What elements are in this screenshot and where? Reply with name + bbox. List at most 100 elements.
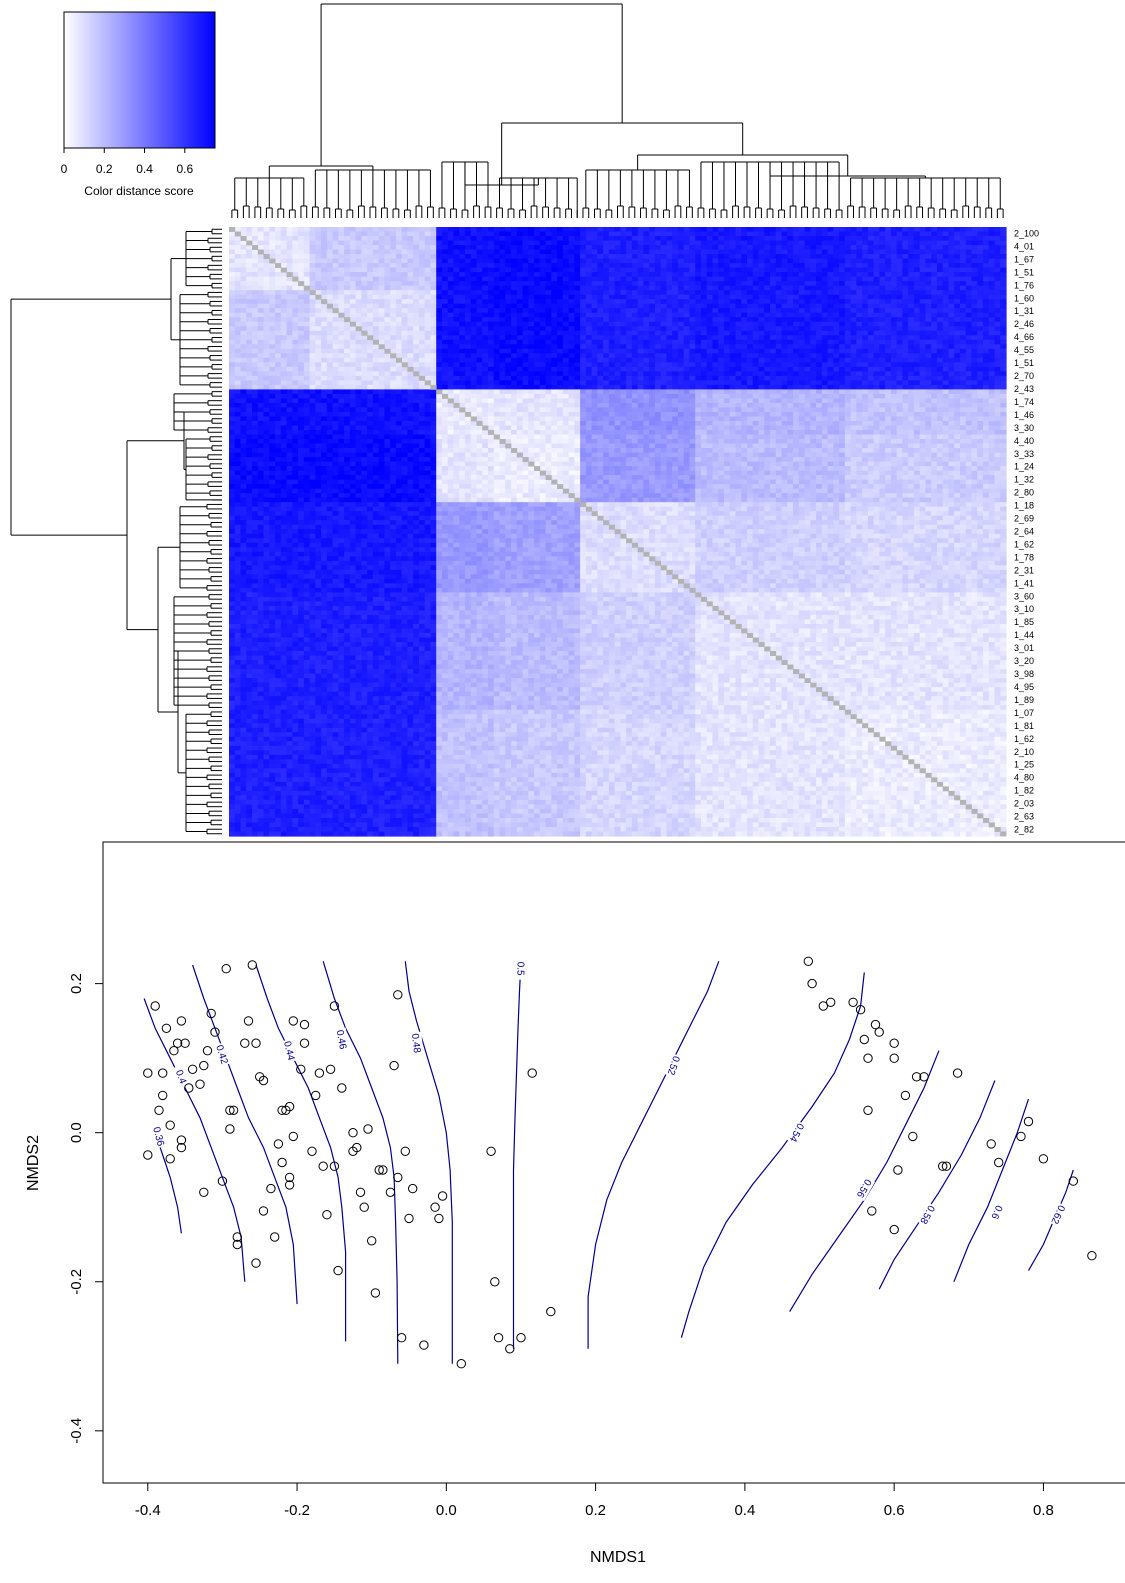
heatmap-cell — [511, 281, 518, 287]
heatmap-cell — [229, 276, 236, 282]
heatmap-cell — [482, 389, 489, 395]
heatmap-cell — [349, 357, 357, 363]
heatmap-cell — [931, 227, 938, 233]
heatmap-cell — [603, 272, 610, 278]
heatmap-cell — [735, 366, 742, 372]
heatmap-cell — [459, 231, 466, 237]
heatmap-cell — [568, 290, 575, 296]
heatmap-cell — [240, 231, 247, 237]
heatmap-cell — [395, 227, 403, 233]
heatmap-cell — [534, 384, 541, 390]
heatmap-cell — [424, 276, 432, 282]
heatmap-cell — [269, 281, 276, 287]
heatmap-cell — [896, 236, 903, 242]
heatmap-cell — [511, 353, 518, 359]
heatmap-cell — [418, 303, 426, 309]
heatmap-cell — [614, 231, 621, 237]
heatmap-cell — [631, 281, 639, 287]
heatmap-cell — [942, 339, 950, 345]
heatmap-cell — [603, 299, 610, 305]
heatmap-cell — [499, 258, 506, 264]
heatmap-cell — [833, 281, 840, 287]
heatmap-cell — [470, 384, 478, 390]
heatmap-cell — [557, 317, 564, 323]
heatmap-cell — [436, 371, 443, 377]
heatmap-cell — [539, 281, 547, 287]
heatmap-cell — [608, 281, 616, 287]
heatmap-cell — [401, 366, 409, 372]
heatmap-cell — [816, 281, 823, 287]
heatmap-cell — [689, 317, 696, 323]
heatmap-cell — [430, 317, 437, 323]
heatmap-cell — [482, 249, 489, 255]
heatmap-cell — [326, 321, 334, 327]
heatmap-cell — [919, 254, 927, 260]
heatmap-cell — [401, 308, 409, 314]
heatmap-cell — [695, 267, 702, 273]
heatmap-cell — [591, 357, 598, 363]
heatmap-cell — [551, 249, 558, 255]
heatmap-cell — [395, 299, 403, 305]
heatmap-cell — [568, 375, 575, 381]
heatmap-cell — [850, 263, 857, 269]
heatmap-cell — [856, 389, 863, 395]
heatmap-cell — [505, 294, 512, 300]
heatmap-cell — [367, 384, 374, 390]
heatmap-cell — [695, 236, 702, 242]
heatmap-cell — [395, 317, 403, 323]
heatmap-cell — [424, 227, 432, 233]
heatmap-cell — [413, 330, 420, 336]
heatmap-cell — [700, 389, 708, 395]
heatmap-cell — [954, 357, 961, 363]
heatmap-cell — [413, 317, 420, 323]
heatmap-cell — [718, 240, 725, 246]
heatmap-cell — [441, 317, 449, 323]
heatmap-cell — [735, 353, 742, 359]
heatmap-cell — [735, 335, 742, 341]
heatmap-cell — [649, 330, 656, 336]
heatmap-cell — [476, 303, 483, 309]
heatmap-cell — [948, 344, 955, 350]
heatmap-cell — [965, 249, 973, 255]
heatmap-cell — [988, 236, 996, 242]
heatmap-cell — [660, 389, 668, 395]
heatmap-cell — [931, 303, 938, 309]
heatmap-cell — [643, 380, 650, 386]
heatmap-cell — [505, 263, 512, 269]
heatmap-cell — [994, 254, 1001, 260]
heatmap-cell — [942, 227, 950, 233]
heatmap-cell — [298, 357, 305, 363]
heatmap-cell — [988, 303, 996, 309]
heatmap-cell — [735, 263, 742, 269]
heatmap-cell — [511, 285, 518, 291]
heatmap-cell — [522, 321, 529, 327]
heatmap-cell — [493, 335, 501, 341]
heatmap-cell — [286, 362, 293, 368]
heatmap-cell — [384, 245, 391, 251]
heatmap-cell — [574, 290, 581, 296]
heatmap-cell — [925, 227, 932, 233]
heatmap-cell — [896, 303, 903, 309]
heatmap-cell — [683, 240, 691, 246]
heatmap-cell — [1000, 249, 1007, 255]
heatmap-cell — [384, 303, 391, 309]
heatmap-cell — [574, 384, 581, 390]
heatmap-cell — [344, 276, 351, 282]
heatmap-cell — [965, 258, 973, 264]
heatmap-cell — [890, 308, 898, 314]
heatmap-cell — [948, 267, 955, 273]
heatmap-cell — [384, 317, 391, 323]
heatmap-cell — [246, 393, 253, 400]
heatmap-cell — [355, 353, 362, 359]
heatmap-cell — [718, 344, 725, 350]
heatmap-cell — [770, 326, 777, 332]
heatmap-cell — [770, 276, 777, 282]
heatmap-cell — [862, 353, 869, 359]
heatmap-cell — [401, 272, 409, 278]
heatmap-cell — [292, 254, 299, 260]
heatmap-cell — [568, 344, 575, 350]
heatmap-cell — [562, 389, 570, 395]
heatmap-cell — [873, 321, 880, 327]
heatmap-cell — [240, 267, 247, 273]
heatmap-cell — [522, 258, 529, 264]
